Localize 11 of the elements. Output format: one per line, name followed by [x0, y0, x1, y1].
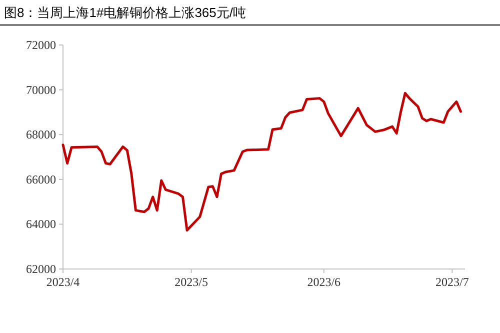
x-tick-label: 2023/7 [436, 275, 469, 289]
y-tick-label: 68000 [26, 128, 56, 142]
x-tick-label: 2023/6 [307, 275, 341, 289]
y-tick-label: 70000 [26, 82, 56, 97]
y-tick-label: 72000 [26, 38, 56, 52]
x-tick-label: 2023/4 [46, 275, 80, 289]
y-tick-label: 64000 [26, 217, 56, 232]
x-tick-label: 2023/5 [174, 275, 208, 289]
y-tick-label: 62000 [26, 262, 56, 276]
title: 图8：当周上海1#电解铜价格上涨365元/吨 [4, 5, 246, 20]
y-tick-label: 66000 [26, 172, 56, 186]
